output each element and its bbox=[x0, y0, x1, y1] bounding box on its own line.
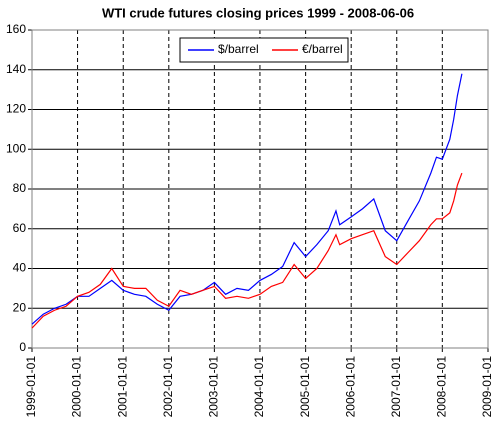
y-tick-label: 160 bbox=[6, 22, 26, 36]
y-tick-label: 20 bbox=[13, 300, 27, 314]
y-tick-label: 40 bbox=[13, 261, 27, 275]
legend-label: €/barrel bbox=[302, 42, 343, 56]
y-tick-label: 60 bbox=[13, 221, 27, 235]
y-tick-label: 0 bbox=[19, 340, 26, 354]
x-tick-label: 2004-01-01 bbox=[252, 356, 266, 418]
data-line bbox=[31, 172, 463, 329]
x-tick-label: 2008-01-01 bbox=[434, 356, 448, 418]
x-tick-label: 2006-01-01 bbox=[343, 356, 357, 418]
data-line bbox=[31, 73, 463, 325]
x-tick-label: 2003-01-01 bbox=[207, 356, 221, 418]
plot-frame bbox=[31, 29, 489, 349]
x-tick-label: 2000-01-01 bbox=[70, 356, 84, 418]
y-tick-label: 120 bbox=[6, 102, 26, 116]
x-tick-label: 2002-01-01 bbox=[161, 356, 175, 418]
x-tick-label: 2001-01-01 bbox=[115, 356, 129, 418]
y-tick-label: 80 bbox=[13, 181, 27, 195]
x-tick-label: 2009-01-01 bbox=[480, 356, 494, 418]
chart-title: WTI crude futures closing prices 1999 - … bbox=[102, 5, 414, 20]
y-tick-label: 100 bbox=[6, 141, 26, 155]
x-tick-label: 2005-01-01 bbox=[298, 356, 312, 418]
legend-label: $/barrel bbox=[218, 42, 259, 56]
x-tick-label: 1999-01-01 bbox=[24, 356, 38, 418]
y-tick-label: 140 bbox=[6, 62, 26, 76]
x-tick-label: 2007-01-01 bbox=[389, 356, 403, 418]
